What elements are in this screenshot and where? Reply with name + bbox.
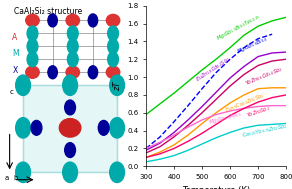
Polygon shape <box>23 85 117 172</box>
Text: $YbZn_2Sb_2$: $YbZn_2Sb_2$ <box>246 104 272 120</box>
Text: A: A <box>12 33 18 42</box>
Ellipse shape <box>66 66 79 78</box>
Text: $Mg_3Sb_{1.5}Bi_{0.5}Te_{0.025}$: $Mg_3Sb_{1.5}Bi_{0.5}Te_{0.025}$ <box>215 12 262 43</box>
Circle shape <box>63 162 77 183</box>
Circle shape <box>27 26 38 41</box>
Circle shape <box>27 39 38 54</box>
Text: $Mg_3Sb_{1.6}Bi_{0.4}$: $Mg_3Sb_{1.6}Bi_{0.4}$ <box>235 34 269 56</box>
Text: M: M <box>12 49 19 58</box>
Ellipse shape <box>26 14 39 26</box>
Text: X: X <box>12 66 18 75</box>
Circle shape <box>108 26 119 41</box>
Circle shape <box>67 52 78 67</box>
Ellipse shape <box>66 14 79 26</box>
Y-axis label: zT: zT <box>112 81 121 91</box>
Circle shape <box>98 120 109 135</box>
Ellipse shape <box>59 119 81 137</box>
Circle shape <box>48 14 57 27</box>
Text: $YbZn_{0.6}Cd_{1.4}Sb_2$: $YbZn_{0.6}Cd_{1.4}Sb_2$ <box>244 64 284 88</box>
Circle shape <box>63 75 77 95</box>
Circle shape <box>108 52 119 67</box>
Text: $EuZn_{1.8}Cd_{0.2}Sb_2$: $EuZn_{1.8}Cd_{0.2}Sb_2$ <box>194 55 233 84</box>
Circle shape <box>16 162 30 183</box>
Text: CaAl₂Si₂ structure: CaAl₂Si₂ structure <box>14 7 82 16</box>
Circle shape <box>110 162 124 183</box>
Circle shape <box>16 75 30 95</box>
Text: $Mg_3Sb_{1.5}Pb_{0.5}$: $Mg_3Sb_{1.5}Pb_{0.5}$ <box>208 109 244 127</box>
Text: $Ca_{0.25}Yb_{0.75}Zn_2Sb_2$: $Ca_{0.25}Yb_{0.75}Zn_2Sb_2$ <box>241 121 288 139</box>
Circle shape <box>110 118 124 138</box>
Circle shape <box>31 120 42 135</box>
Text: c: c <box>10 90 13 95</box>
Circle shape <box>67 39 78 54</box>
Circle shape <box>67 26 78 41</box>
Ellipse shape <box>106 14 120 26</box>
Text: a: a <box>4 175 8 181</box>
Circle shape <box>108 39 119 54</box>
Circle shape <box>88 14 98 27</box>
Circle shape <box>27 52 38 67</box>
Circle shape <box>65 100 75 115</box>
Text: b: b <box>14 175 18 181</box>
Circle shape <box>65 143 75 157</box>
Circle shape <box>88 66 98 79</box>
Ellipse shape <box>106 66 120 78</box>
Circle shape <box>16 118 30 138</box>
Circle shape <box>110 75 124 95</box>
X-axis label: Temperature (K): Temperature (K) <box>182 186 250 189</box>
Circle shape <box>48 66 57 79</box>
Text: $Eu_{0.5}Ca_{0.2}Zn_2Sb_2$: $Eu_{0.5}Ca_{0.2}Zn_2Sb_2$ <box>224 91 267 115</box>
Ellipse shape <box>26 66 39 78</box>
